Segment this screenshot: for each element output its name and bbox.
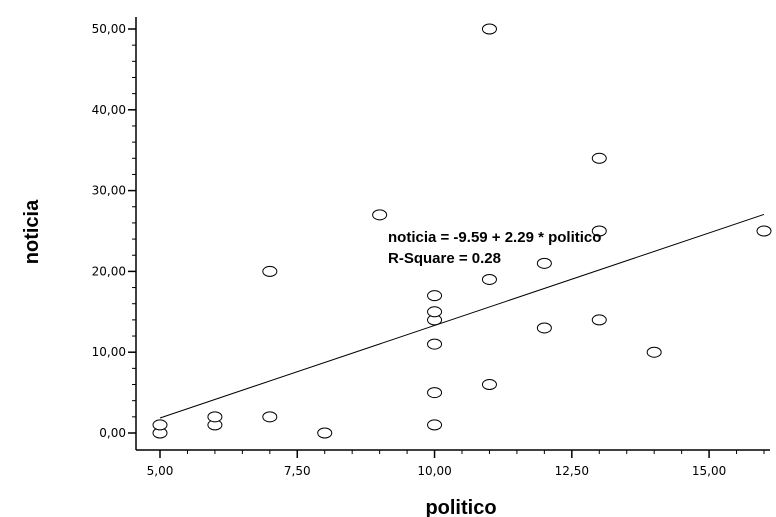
data-point: [427, 306, 443, 318]
y-tick-label: 20,00: [92, 264, 126, 278]
regression-line: [159, 213, 765, 419]
y-axis-title: noticia: [21, 199, 43, 264]
data-point: [481, 379, 497, 391]
data-point: [646, 346, 662, 358]
data-point: [372, 209, 388, 221]
data-point: [262, 411, 278, 423]
y-tick-label: 10,00: [92, 345, 126, 359]
x-tick-label: 5,00: [147, 464, 174, 478]
data-point: [427, 338, 443, 350]
data-point: [481, 23, 497, 35]
data-point: [207, 411, 223, 423]
data-point: [317, 427, 333, 439]
x-tick-label: 12,50: [555, 464, 589, 478]
data-point: [481, 273, 497, 285]
y-axis-tick-labels: 0,00 10,00 20,00 30,00 40,00 50,00: [92, 22, 126, 440]
data-point: [591, 152, 607, 164]
data-point: [427, 419, 443, 431]
data-point: [152, 419, 168, 431]
y-tick-label: 30,00: [92, 184, 126, 198]
x-tick-label: 15,00: [692, 464, 726, 478]
data-point: [756, 225, 772, 237]
r-square-label: R-Square = 0.28: [388, 250, 501, 267]
x-axis-tick-labels: 5,00 7,50 10,00 12,50 15,00: [147, 464, 727, 478]
y-tick-label: 0,00: [99, 426, 126, 440]
x-tick-label: 7,50: [284, 464, 311, 478]
data-point: [427, 387, 443, 399]
data-point: [536, 257, 552, 269]
y-tick-label: 40,00: [92, 103, 126, 117]
y-tick-label: 50,00: [92, 22, 126, 36]
data-point: [591, 225, 607, 237]
data-point: [427, 290, 443, 302]
data-points: [152, 23, 772, 439]
data-point: [536, 322, 552, 334]
regression-equation: noticia = -9.59 + 2.29 * politico: [388, 229, 601, 246]
data-point: [591, 314, 607, 326]
axis-major-ticks: [128, 28, 710, 458]
x-tick-label: 10,00: [417, 464, 451, 478]
x-axis-title: politico: [425, 497, 496, 517]
data-point: [262, 265, 278, 277]
